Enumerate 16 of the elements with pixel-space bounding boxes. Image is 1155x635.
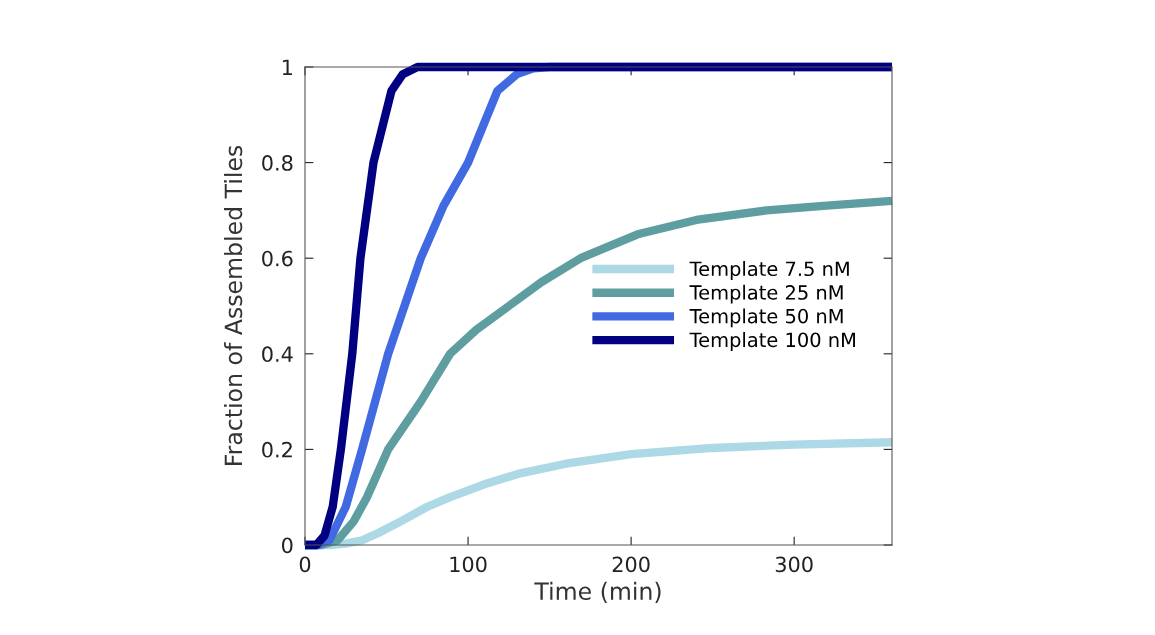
x-tick-label: 0 [299,556,311,573]
legend-label: Template 7.5 nM [689,261,849,280]
x-tick-label: 100 [450,556,487,573]
y-tick-label: 0.4 [262,346,293,363]
x-axis-title: Time (min) [534,581,661,603]
x-tick-label: 200 [612,556,650,573]
y-tick-label: 0.6 [262,250,293,267]
x-tick-label: 300 [775,556,813,573]
legend-label: Template 100 nM [689,332,855,351]
y-tick-label: 0 [282,537,293,554]
legend-label: Template 50 nM [689,308,843,328]
y-tick-label: 0.2 [262,441,292,458]
legend-label: Template 25 nM [689,284,843,304]
y-axis-title: Fraction of Assembled Tiles [224,145,243,465]
y-tick-label: 0.8 [262,155,293,171]
y-tick-label: 1 [282,59,292,75]
